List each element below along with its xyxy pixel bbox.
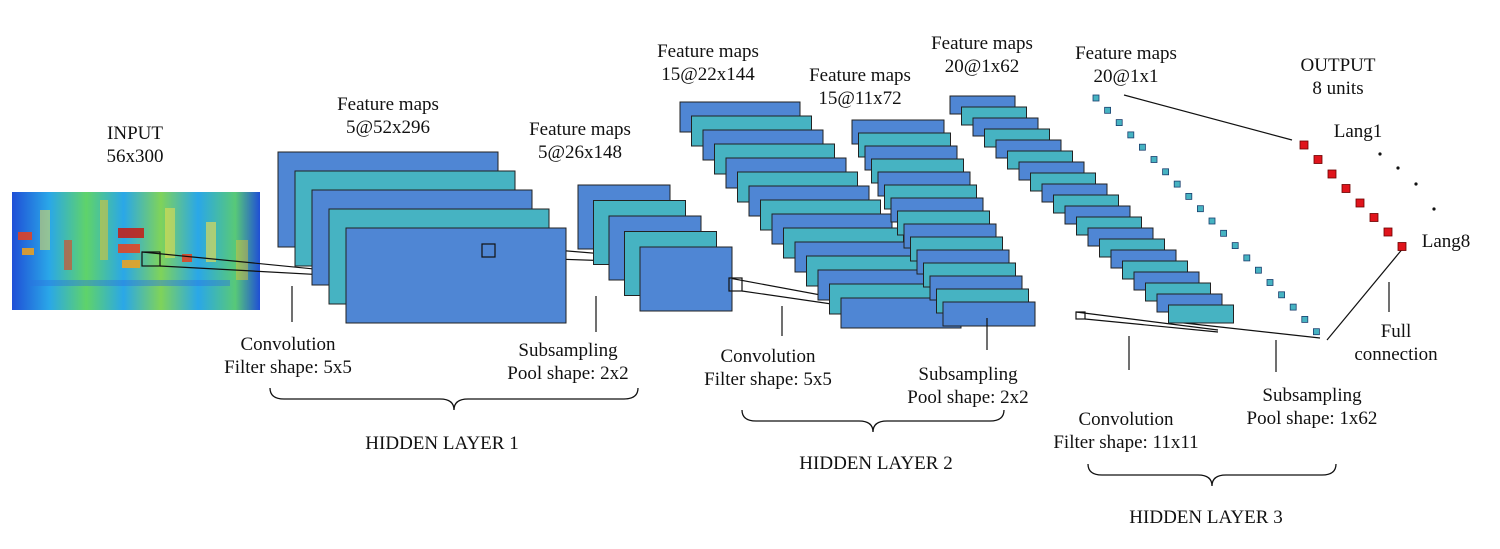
fm6-unit xyxy=(1173,180,1181,188)
spectrogram-bands xyxy=(18,200,248,286)
fm5-stack-map xyxy=(1168,304,1234,324)
conv3-line-bottom xyxy=(1084,318,1219,333)
fm6-unit xyxy=(1278,291,1285,299)
output-unit xyxy=(1299,140,1309,150)
fm6-unit xyxy=(1127,131,1135,139)
operation-ticks xyxy=(291,282,1390,372)
fm4-stack xyxy=(851,119,1036,327)
fm6-unit xyxy=(1231,242,1239,250)
conv1-label: Convolution Filter shape: 5x5 xyxy=(224,334,352,378)
fm2-stack xyxy=(577,184,733,312)
fm2-stack-map xyxy=(639,246,733,312)
ellipsis-dot xyxy=(1414,182,1418,186)
output-last-label: Lang8 xyxy=(1421,231,1471,252)
fm6-unit xyxy=(1208,217,1216,225)
fm6-unit xyxy=(1266,279,1274,286)
output-ellipsis xyxy=(1378,152,1436,211)
fm6-unit xyxy=(1115,119,1123,126)
fm6-label: Feature maps 20@1x1 xyxy=(1075,43,1177,87)
fm6-unit xyxy=(1092,94,1100,102)
fm6-unit xyxy=(1301,315,1309,323)
fm1-stack xyxy=(277,151,567,324)
fm2-label: Feature maps 5@26x148 xyxy=(529,119,631,163)
fm1-label: Feature maps 5@52x296 xyxy=(337,94,439,138)
fm6-unit xyxy=(1162,168,1169,176)
hidden-layer-3-label: HIDDEN LAYER 3 xyxy=(1129,507,1283,528)
fm2-filter-window xyxy=(728,277,743,292)
fm6-units xyxy=(1092,94,1320,336)
layer-braces xyxy=(269,387,1337,487)
fm6-unit xyxy=(1139,143,1146,151)
fm6-unit xyxy=(1150,156,1158,163)
fm6-unit xyxy=(1197,205,1204,213)
sub2-label: Subsampling Pool shape: 2x2 xyxy=(907,364,1029,408)
feature-map-stacks xyxy=(277,95,1234,329)
hidden-layer-2-brace xyxy=(741,409,1005,433)
fm6-unit xyxy=(1255,266,1262,274)
conv2-label: Convolution Filter shape: 5x5 xyxy=(704,346,832,390)
output-unit xyxy=(1383,227,1393,237)
sub3-label: Subsampling Pool shape: 1x62 xyxy=(1246,385,1378,429)
sub3-line xyxy=(1174,321,1321,339)
fm6-unit xyxy=(1289,303,1297,311)
fm4-stack-map xyxy=(942,301,1036,327)
hidden-layer-2-label: HIDDEN LAYER 2 xyxy=(799,453,953,474)
fm1-stack-map xyxy=(345,227,567,324)
hidden-layer-1-label: HIDDEN LAYER 1 xyxy=(365,433,519,454)
fm6-unit xyxy=(1243,254,1251,262)
fm6-unit xyxy=(1104,106,1111,114)
fm1-pool-window xyxy=(481,243,496,258)
fc-line-bottom xyxy=(1326,246,1405,341)
input-filter-window xyxy=(141,251,161,267)
output-unit xyxy=(1313,155,1323,164)
fm3-label: Feature maps 15@22x144 xyxy=(657,41,759,85)
fm6-unit xyxy=(1185,192,1193,200)
input-spectrogram xyxy=(12,192,260,310)
output-unit xyxy=(1341,184,1351,193)
fc-line-top xyxy=(1123,94,1293,141)
fm6-unit xyxy=(1220,229,1227,237)
output-unit xyxy=(1369,213,1379,222)
hidden-layer-3-brace xyxy=(1087,463,1337,487)
full-connection-label: Full connection xyxy=(1354,321,1438,365)
output-first-label: Lang1 xyxy=(1333,121,1383,142)
conv3-label: Convolution Filter shape: 11x11 xyxy=(1053,409,1199,453)
ellipsis-dot xyxy=(1378,152,1382,156)
fm4-label: Feature maps 15@11x72 xyxy=(809,65,911,109)
fm6-unit xyxy=(1313,328,1320,336)
ellipsis-dot xyxy=(1396,166,1400,170)
fm5-stack xyxy=(949,95,1234,324)
hidden-layer-1-brace xyxy=(269,387,639,411)
output-label: OUTPUT 8 units xyxy=(1300,55,1376,99)
output-units xyxy=(1299,140,1407,251)
sub1-label: Subsampling Pool shape: 2x2 xyxy=(507,340,629,384)
output-unit xyxy=(1397,242,1407,251)
fm4-filter-window xyxy=(1075,311,1086,320)
ellipsis-dot xyxy=(1432,207,1436,211)
output-unit xyxy=(1355,198,1365,208)
input-label: INPUT 56x300 xyxy=(106,123,164,167)
output-unit xyxy=(1327,169,1337,179)
unit-columns xyxy=(1092,94,1436,336)
conv3-line-top xyxy=(1075,311,1219,331)
fm5-label: Feature maps 20@1x62 xyxy=(931,33,1033,77)
